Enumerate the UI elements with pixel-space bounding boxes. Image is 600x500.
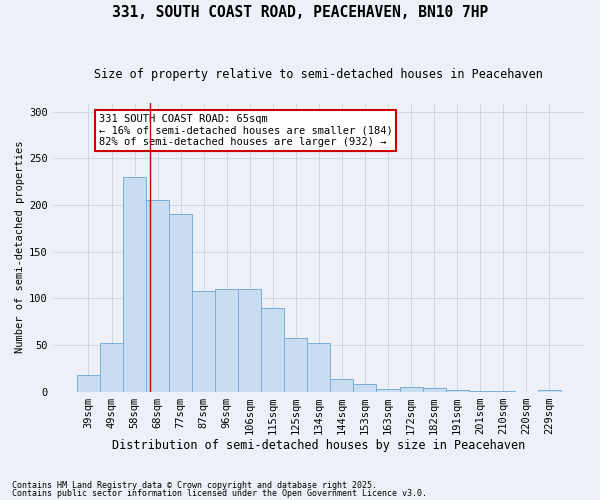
Bar [353, 384, 376, 392]
Bar [146, 200, 169, 392]
Bar [422, 388, 446, 392]
Bar [469, 390, 491, 392]
Bar [400, 387, 422, 392]
Bar [261, 308, 284, 392]
Bar [123, 177, 146, 392]
Bar [192, 291, 215, 392]
Text: Contains HM Land Registry data © Crown copyright and database right 2025.: Contains HM Land Registry data © Crown c… [12, 481, 377, 490]
Bar [215, 289, 238, 392]
Bar [169, 214, 192, 392]
Bar [238, 289, 261, 392]
Bar [491, 390, 515, 392]
Bar [446, 390, 469, 392]
Bar [100, 343, 123, 392]
Text: Contains public sector information licensed under the Open Government Licence v3: Contains public sector information licen… [12, 488, 427, 498]
Title: Size of property relative to semi-detached houses in Peacehaven: Size of property relative to semi-detach… [94, 68, 544, 80]
Bar [77, 375, 100, 392]
X-axis label: Distribution of semi-detached houses by size in Peacehaven: Distribution of semi-detached houses by … [112, 440, 526, 452]
Bar [307, 343, 331, 392]
Bar [538, 390, 561, 392]
Text: 331, SOUTH COAST ROAD, PEACEHAVEN, BN10 7HP: 331, SOUTH COAST ROAD, PEACEHAVEN, BN10 … [112, 5, 488, 20]
Bar [331, 380, 353, 392]
Text: 331 SOUTH COAST ROAD: 65sqm
← 16% of semi-detached houses are smaller (184)
82% : 331 SOUTH COAST ROAD: 65sqm ← 16% of sem… [99, 114, 392, 147]
Y-axis label: Number of semi-detached properties: Number of semi-detached properties [15, 141, 25, 354]
Bar [284, 338, 307, 392]
Bar [376, 389, 400, 392]
